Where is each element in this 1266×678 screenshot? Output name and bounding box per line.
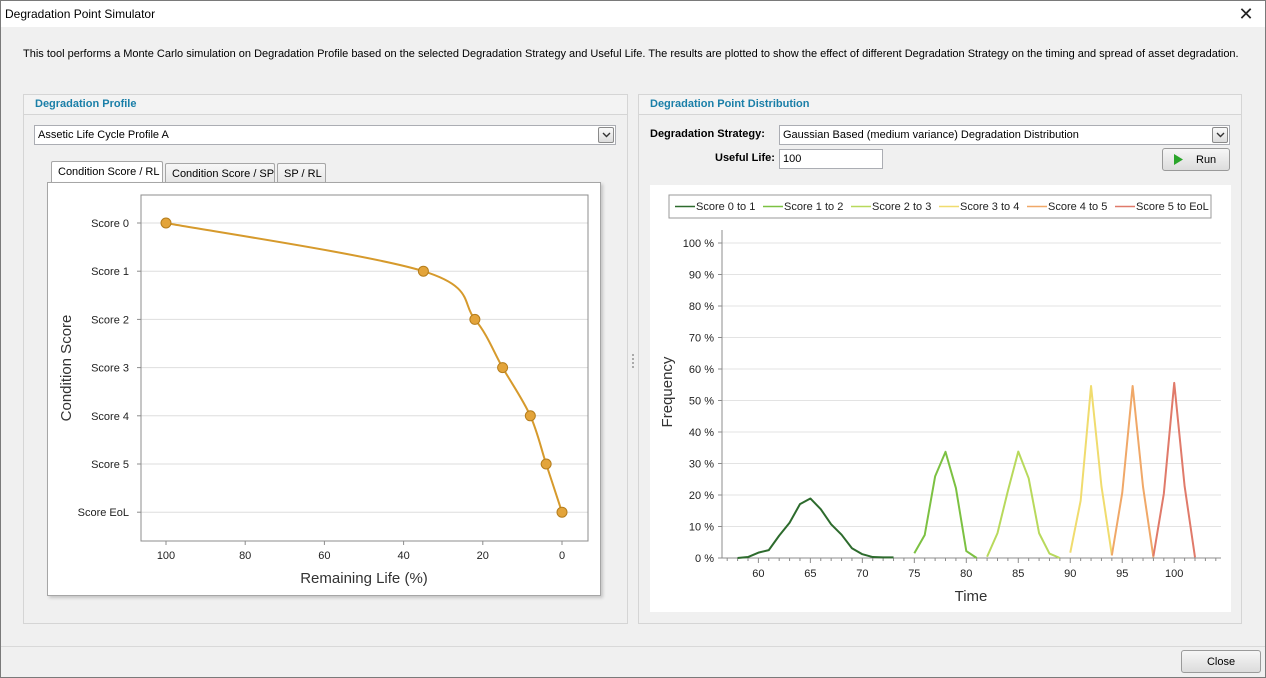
distribution-chart: Score 0 to 1 Score 1 to 2 Score 2 to 3 Scor… <box>659 194 1221 605</box>
x-tick-label: 85 <box>1012 568 1024 580</box>
y-axis-label: Condition Score <box>58 315 75 422</box>
profile-point <box>417 265 429 277</box>
degradation-distribution-header: Degradation Point Distribution <box>639 95 1241 115</box>
useful-life-value: 100 <box>783 153 802 165</box>
legend-label: Score 1 to 2 <box>784 201 843 213</box>
y-tick-label: 20 % <box>689 490 714 502</box>
x-tick-label: 100 <box>157 550 175 562</box>
series-line <box>1110 385 1155 558</box>
x-tick-label: 75 <box>908 568 920 580</box>
y-tick-label: 90 % <box>689 270 714 282</box>
profile-point <box>469 313 481 325</box>
condition-score-chart: Score 0 Score 1 Score 2 Score 3 Score 4 Score… <box>58 194 589 587</box>
y-tick-label: 70 % <box>689 333 714 345</box>
y-tick-label: 30 % <box>689 459 714 471</box>
tab-panel <box>47 182 601 596</box>
x-tick-label: 0 <box>559 550 565 562</box>
chevron-down-icon[interactable] <box>598 127 614 143</box>
series-line <box>986 450 1061 559</box>
profile-point <box>540 458 552 470</box>
x-axis-label: Time <box>955 588 988 605</box>
x-tick-label: 95 <box>1116 568 1128 580</box>
y-tick-label: Score 2 <box>91 314 129 326</box>
profile-select-value: Assetic Life Cycle Profile A <box>38 129 169 141</box>
description-text: This tool performs a Monte Carlo simulat… <box>23 48 1239 60</box>
profile-point <box>556 506 568 518</box>
legend-label: Score 2 to 3 <box>872 201 931 213</box>
tab-label: SP / RL <box>284 168 322 180</box>
x-tick-label: 65 <box>804 568 816 580</box>
legend-label: Score 4 to 5 <box>1048 201 1107 213</box>
y-tick-label: Score EoL <box>78 507 129 519</box>
x-tick-label: 100 <box>1165 568 1183 580</box>
x-tick-label: 90 <box>1064 568 1076 580</box>
profile-select[interactable]: Assetic Life Cycle Profile A <box>34 125 616 145</box>
x-axis-label: Remaining Life (%) <box>300 570 428 587</box>
y-tick-label: 10 % <box>689 522 714 534</box>
strategy-label: Degradation Strategy: <box>650 128 765 140</box>
useful-life-input[interactable]: 100 <box>779 149 883 169</box>
y-tick-label: 40 % <box>689 427 714 439</box>
y-tick-label: 100 % <box>683 238 714 250</box>
close-icon[interactable]: ✕ <box>1238 4 1254 24</box>
tab-condition-score-sp[interactable]: Condition Score / SP <box>165 163 275 184</box>
degradation-profile-title: Degradation Profile <box>35 98 137 110</box>
series-line <box>1069 385 1113 555</box>
profile-point <box>160 217 172 229</box>
y-tick-label: 50 % <box>689 396 714 408</box>
tab-label: Condition Score / SP <box>172 168 275 180</box>
useful-life-label: Useful Life: <box>715 152 775 164</box>
y-tick-label: Score 1 <box>91 266 129 278</box>
degradation-distribution-title: Degradation Point Distribution <box>650 98 810 110</box>
strategy-select[interactable]: Gaussian Based (medium variance) Degrada… <box>779 125 1230 145</box>
chevron-down-icon[interactable] <box>1212 127 1228 143</box>
y-tick-label: 60 % <box>689 364 714 376</box>
y-tick-label: Score 4 <box>91 411 129 423</box>
y-tick-label: 80 % <box>689 301 714 313</box>
tab-condition-score-rl[interactable]: Condition Score / RL <box>51 161 163 184</box>
x-tick-label: 60 <box>752 568 764 580</box>
strategy-select-value: Gaussian Based (medium variance) Degrada… <box>783 129 1079 141</box>
splitter-handle[interactable] <box>631 94 635 626</box>
tab-sp-rl[interactable]: SP / RL <box>277 163 326 184</box>
series-line <box>737 497 894 559</box>
legend-label: Score 5 to EoL <box>1136 201 1209 213</box>
footer-separator <box>1 646 1265 647</box>
run-button-label: Run <box>1196 154 1217 166</box>
y-tick-label: Score 3 <box>91 363 129 375</box>
y-tick-label: Score 5 <box>91 459 129 471</box>
series-line <box>913 450 978 559</box>
tab-label: Condition Score / RL <box>58 166 160 178</box>
y-tick-label: 0 % <box>695 553 714 565</box>
close-button-label: Close <box>1206 656 1236 668</box>
degradation-profile-header: Degradation Profile <box>24 95 627 115</box>
series-line <box>1152 381 1196 558</box>
play-icon <box>1174 154 1183 165</box>
legend-label: Score 3 to 4 <box>960 201 1019 213</box>
legend-label: Score 0 to 1 <box>696 201 755 213</box>
x-tick-label: 20 <box>477 550 489 562</box>
title-bar: Degradation Point Simulator ✕ <box>1 1 1265 27</box>
x-tick-label: 80 <box>960 568 972 580</box>
window-title: Degradation Point Simulator <box>5 7 156 21</box>
y-axis-label: Frequency <box>659 356 676 427</box>
profile-point <box>497 362 509 374</box>
run-button[interactable]: Run <box>1162 148 1230 171</box>
y-tick-label: Score 0 <box>91 218 129 230</box>
close-button[interactable]: Close <box>1181 650 1261 673</box>
x-tick-label: 70 <box>856 568 868 580</box>
x-tick-label: 40 <box>397 550 409 562</box>
x-tick-label: 60 <box>318 550 330 562</box>
profile-point <box>524 410 536 422</box>
x-tick-label: 80 <box>239 550 251 562</box>
